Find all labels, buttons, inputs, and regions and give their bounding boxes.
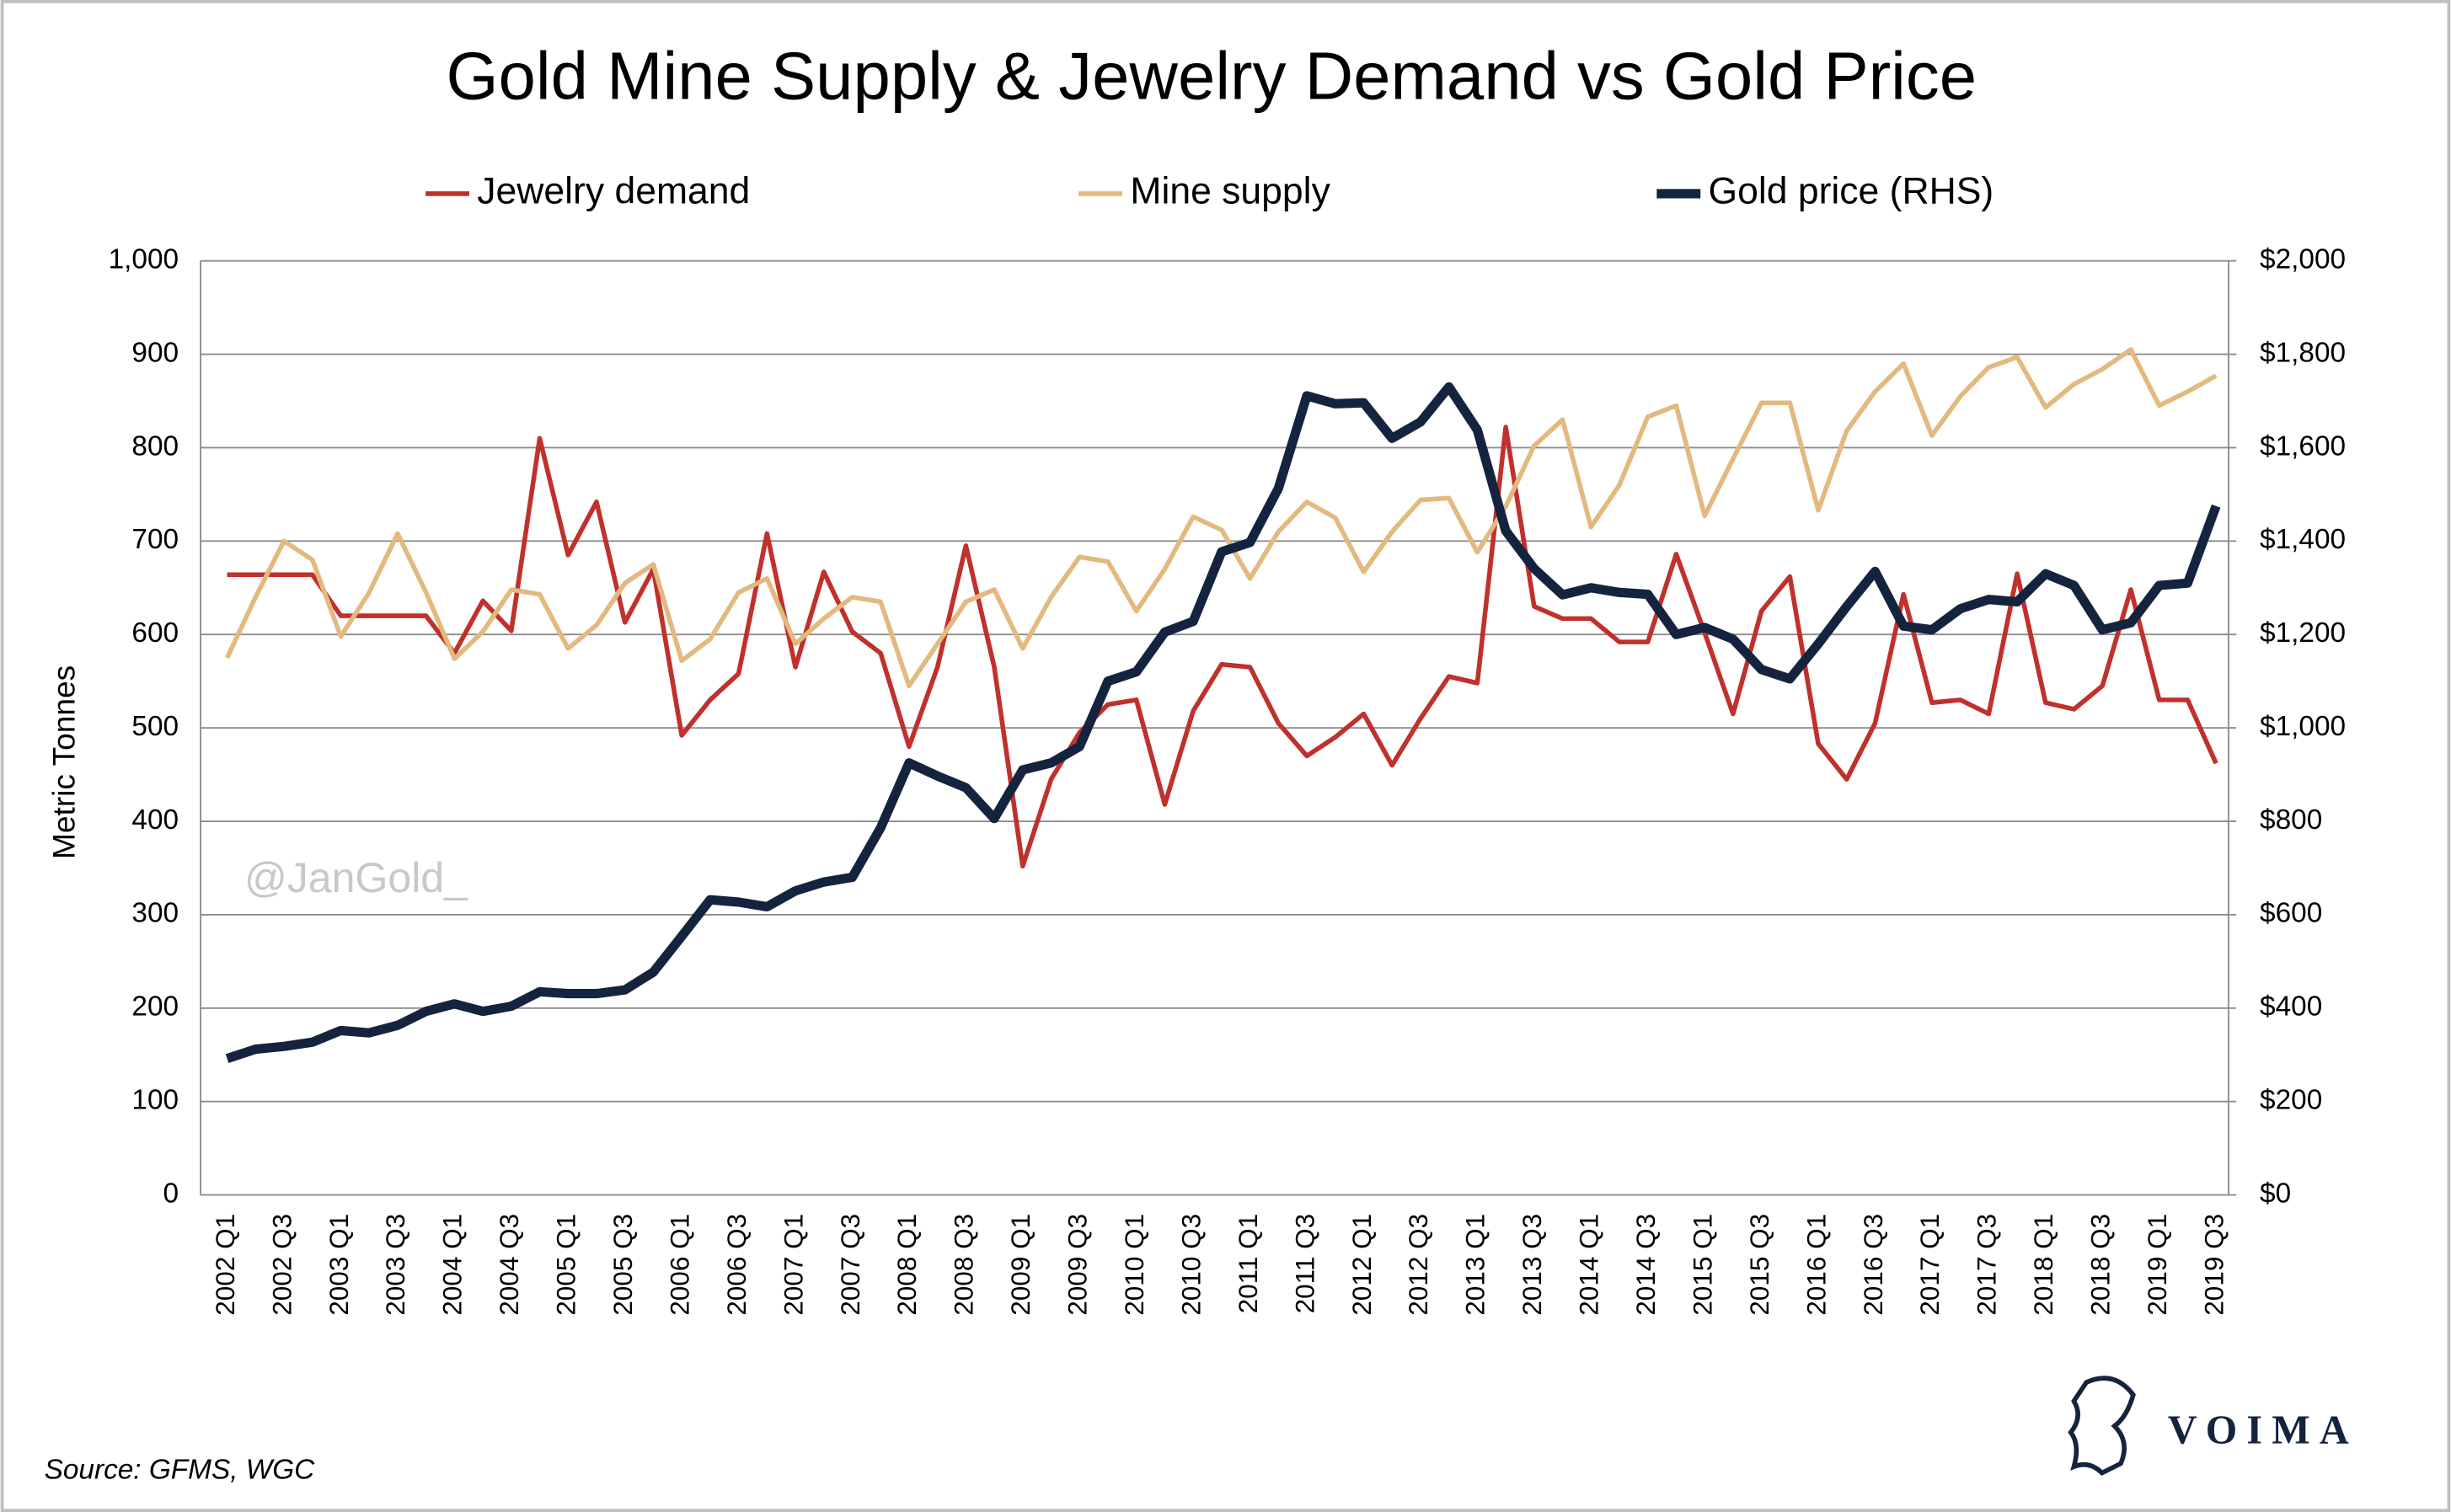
logo: VOIMA xyxy=(2068,1376,2358,1477)
x-tick-label: 2013 Q1 xyxy=(1460,1214,1490,1316)
series-line xyxy=(225,382,2221,1063)
y-tick-label: 600 xyxy=(131,617,179,649)
x-tick-label: 2019 Q1 xyxy=(2142,1214,2172,1316)
x-tick-label: 2004 Q1 xyxy=(437,1214,468,1316)
x-tick-label: 2015 Q3 xyxy=(1744,1214,1774,1316)
x-tick-label: 2011 Q3 xyxy=(1289,1214,1319,1314)
logo-text: VOIMA xyxy=(2168,1408,2358,1452)
x-tick-label: 2008 Q3 xyxy=(949,1214,979,1316)
x-tick-label: 2014 Q1 xyxy=(1574,1214,1604,1316)
y2-tick-label: $2,000 xyxy=(2260,243,2346,275)
y-tick-label: 200 xyxy=(131,991,179,1023)
x-tick-label: 2008 Q1 xyxy=(891,1214,922,1316)
x-tick-label: 2018 Q1 xyxy=(2028,1214,2058,1316)
x-tick-label: 2003 Q3 xyxy=(380,1214,410,1316)
x-tick-label: 2005 Q3 xyxy=(607,1214,638,1316)
y-tick-label: 800 xyxy=(131,430,179,462)
y2-tick-label: $200 xyxy=(2260,1084,2322,1115)
x-tick-label: 2009 Q1 xyxy=(1005,1214,1036,1316)
x-tick-label: 2012 Q3 xyxy=(1403,1214,1433,1316)
y2-tick-label: $0 xyxy=(2260,1178,2291,1209)
x-tick-label: 2006 Q1 xyxy=(664,1214,694,1316)
source-note: Source: GFMS, WGC xyxy=(45,1455,316,1486)
x-tick-label: 2019 Q3 xyxy=(2198,1214,2229,1316)
logo-icon xyxy=(2068,1376,2136,1477)
legend-label: Mine supply xyxy=(1130,171,1330,212)
y-axis-label: Metric Tonnes xyxy=(45,665,81,859)
y-tick-label: 300 xyxy=(131,898,179,929)
x-tick-label: 2016 Q1 xyxy=(1801,1214,1831,1316)
x-tick-label: 2007 Q3 xyxy=(835,1214,865,1316)
y-tick-label: 100 xyxy=(131,1084,179,1115)
y2-tick-label: $1,800 xyxy=(2260,337,2346,368)
x-tick-label: 2014 Q3 xyxy=(1630,1214,1661,1316)
y-tick-label: 1,000 xyxy=(109,243,179,275)
x-tick-label: 2010 Q1 xyxy=(1119,1214,1149,1316)
x-tick-label: 2005 Q1 xyxy=(551,1214,581,1316)
y2-tick-label: $1,000 xyxy=(2260,711,2346,742)
x-tick-label: 2015 Q1 xyxy=(1687,1214,1717,1316)
y2-tick-label: $1,400 xyxy=(2260,524,2346,555)
x-tick-label: 2006 Q3 xyxy=(721,1214,752,1316)
x-tick-label: 2018 Q3 xyxy=(2085,1214,2116,1316)
series-line xyxy=(225,347,2218,689)
x-tick-label: 2017 Q1 xyxy=(1914,1214,1945,1316)
x-tick-label: 2010 Q3 xyxy=(1175,1214,1206,1316)
x-tick-label: 2004 Q3 xyxy=(494,1214,524,1316)
x-tick-label: 2002 Q3 xyxy=(266,1214,297,1316)
y-tick-label: 0 xyxy=(163,1178,179,1209)
y2-tick-label: $600 xyxy=(2260,898,2322,929)
x-tick-label: 2017 Q3 xyxy=(1972,1214,2002,1316)
y-tick-label: 700 xyxy=(131,524,179,555)
y-tick-label: 900 xyxy=(131,337,179,368)
x-tick-label: 2011 Q1 xyxy=(1233,1214,1263,1314)
x-tick-label: 2003 Q1 xyxy=(324,1214,354,1316)
y-tick-label: 500 xyxy=(131,711,179,742)
x-tick-label: 2002 Q1 xyxy=(210,1214,240,1316)
y2-tick-label: $800 xyxy=(2260,804,2322,836)
legend-label: Gold price (RHS) xyxy=(1708,171,1993,212)
chart-title: Gold Mine Supply & Jewelry Demand vs Gol… xyxy=(447,38,1977,113)
x-tick-label: 2016 Q3 xyxy=(1858,1214,1888,1316)
x-tick-label: 2009 Q3 xyxy=(1062,1214,1093,1316)
watermark: @JanGold_ xyxy=(244,854,468,901)
legend-label: Jewelry demand xyxy=(477,171,750,212)
x-tick-label: 2013 Q3 xyxy=(1517,1214,1547,1316)
y2-tick-label: $400 xyxy=(2260,991,2322,1023)
y2-tick-label: $1,600 xyxy=(2260,430,2346,462)
x-tick-label: 2007 Q1 xyxy=(778,1214,808,1316)
x-tick-label: 2012 Q1 xyxy=(1346,1214,1377,1316)
series-line xyxy=(227,425,2218,869)
y2-tick-label: $1,200 xyxy=(2260,617,2346,649)
y-tick-label: 400 xyxy=(131,804,179,836)
